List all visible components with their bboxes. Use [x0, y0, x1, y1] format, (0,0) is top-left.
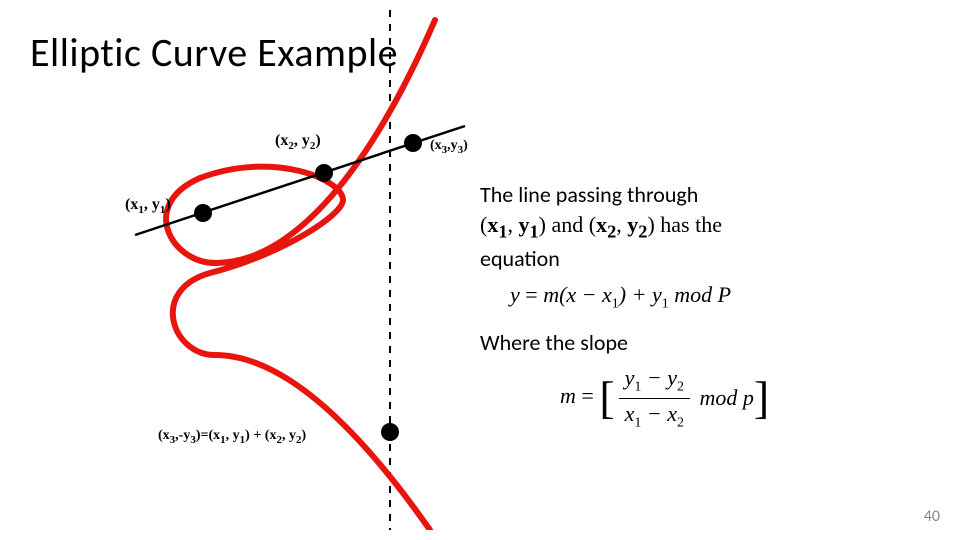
text-line1a: The line passing through	[480, 181, 698, 208]
eq-m-den-s2: 2	[677, 415, 684, 430]
point-label-p1: (x1, y1)	[125, 196, 171, 216]
point-label-p4: (x3,-y3)=(x1, y1) + (x2, y2)	[158, 428, 306, 446]
eq-m-num-a: y	[625, 365, 635, 390]
eq-m-num-mid: − y	[641, 365, 677, 390]
eq-m-lhs: m	[560, 383, 576, 408]
eq-y-lhs: y	[510, 282, 520, 307]
equation-y: y = m(x − x1) + y1 mod P	[510, 280, 940, 314]
page-number: 40	[924, 507, 940, 526]
eq-y-sub2: 1	[662, 296, 669, 311]
eq-m-num-s2: 2	[677, 380, 684, 395]
text-line1b: (x1, y1) and (x2, y2) has the	[480, 212, 722, 237]
line-passing-text: The line passing through (x1, y1) and (x…	[480, 180, 940, 274]
eq-y-sub1: 1	[612, 296, 619, 311]
text-line1c: equation	[480, 245, 560, 272]
eq-y-rhs-b: ) + y	[619, 282, 662, 307]
point-label-p2: (x2, y2)	[275, 132, 321, 152]
eq-m-fraction: y1 − y2 x1 − x2	[619, 363, 690, 433]
point-label-p3: (x3,y3)	[430, 138, 468, 156]
eq-y-rhs-a: m(x − x	[543, 282, 612, 307]
diagram-svg	[80, 10, 530, 530]
equation-m: m = [ y1 − y2 x1 − x2 mod p]	[560, 363, 940, 433]
eq-m-mod: mod p	[694, 385, 754, 410]
equation-text-block: The line passing through (x1, y1) and (x…	[480, 180, 940, 447]
eq-y-mod: mod P	[674, 282, 731, 307]
eq-m-den-mid: − x	[641, 401, 677, 426]
where-slope-text: Where the slope	[480, 328, 940, 358]
elliptic-curve-diagram: (x1, y1) (x2, y2) (x3,y3) (x3,-y3)=(x1, …	[80, 10, 530, 530]
eq-m-den-a: x	[625, 401, 635, 426]
